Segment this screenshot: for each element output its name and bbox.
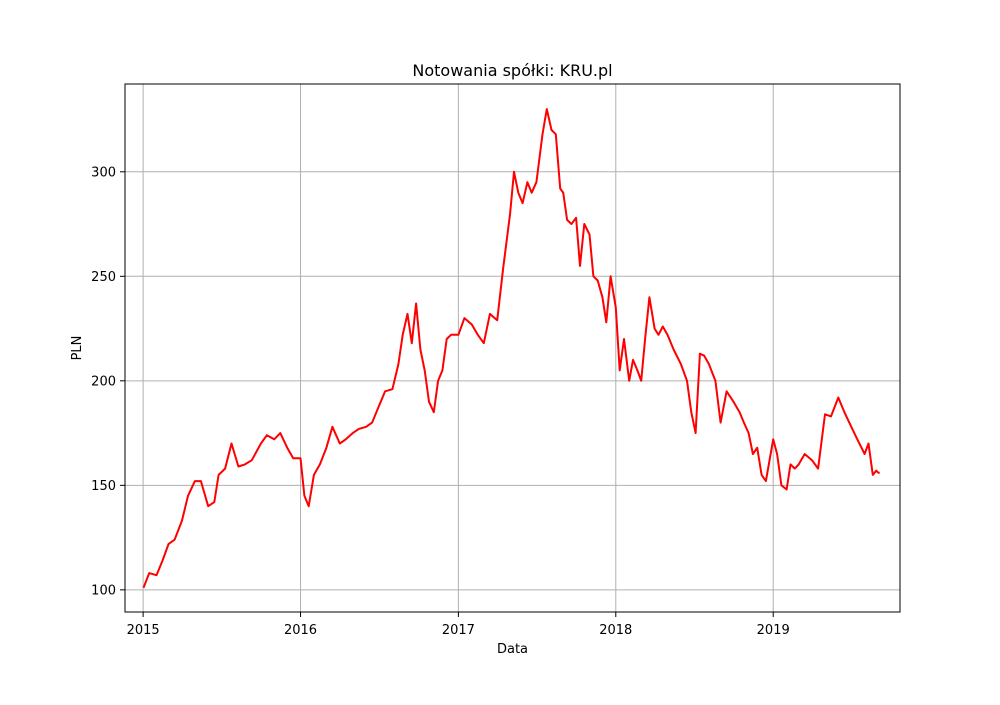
y-tick-label: 150 <box>91 479 116 494</box>
x-tick-label: 2016 <box>284 623 317 638</box>
y-axis-title: PLN <box>70 336 85 361</box>
series-line <box>142 108 880 589</box>
ticks: 2015 2016 2017 2018 2019 100 150 200 250 300 <box>91 165 790 638</box>
x-tick-label: 2019 <box>757 623 790 638</box>
y-tick-label: 200 <box>91 374 116 389</box>
series-layer <box>142 108 880 589</box>
x-tick-label: 2018 <box>599 623 632 638</box>
grid <box>125 84 900 612</box>
plot-frame <box>124 83 901 613</box>
x-tick-label: 2017 <box>442 623 475 638</box>
y-tick-label: 250 <box>91 270 116 285</box>
x-tick-label: 2015 <box>127 623 160 638</box>
plot-area <box>125 84 900 612</box>
y-tick-label: 300 <box>91 165 116 180</box>
y-tick-label: 100 <box>91 583 116 598</box>
chart-title: Notowania spółki: KRU.pl <box>412 61 612 80</box>
x-axis-title: Data <box>497 642 528 657</box>
